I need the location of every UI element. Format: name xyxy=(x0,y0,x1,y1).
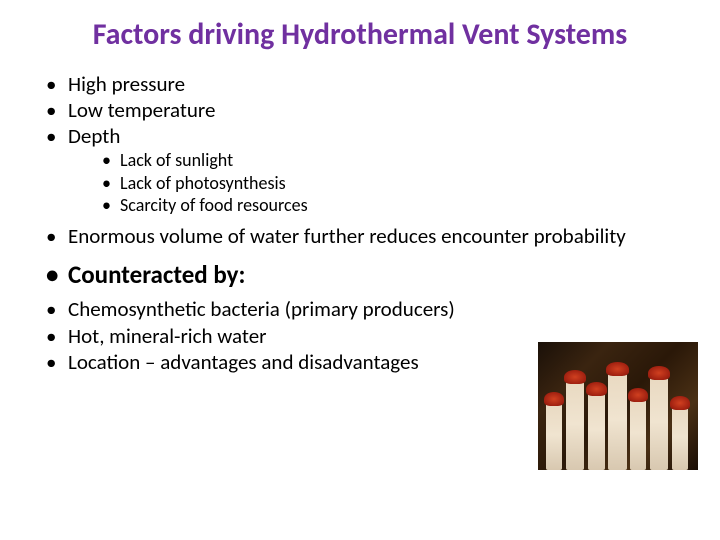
bullet-text: Lack of photosynthesis xyxy=(120,172,286,194)
tube-worms-image xyxy=(538,342,698,470)
sub-bullet-scarcity: Scarcity of food resources xyxy=(102,194,700,217)
tube-worm xyxy=(672,404,688,470)
bullet-text: Depth xyxy=(68,123,120,149)
tube-worm xyxy=(608,370,627,470)
bullet-high-pressure: High pressure xyxy=(46,71,700,97)
bullet-text: Counteracted by: xyxy=(68,259,245,290)
tube-worm xyxy=(630,396,646,470)
bullet-list-3: Counteracted by: xyxy=(20,259,700,290)
bullet-text: Lack of sunlight xyxy=(120,149,233,171)
sub-bullet-list: Lack of sunlight Lack of photosynthesis … xyxy=(68,149,700,217)
tube-worm xyxy=(650,374,668,470)
bullet-depth: Depth Lack of sunlight Lack of photosynt… xyxy=(46,123,700,217)
slide-container: Factors driving Hydrothermal Vent System… xyxy=(0,0,720,540)
bullet-text: Scarcity of food resources xyxy=(120,194,308,216)
tube-worm-plume xyxy=(628,388,648,402)
bullet-text: High pressure xyxy=(68,71,185,97)
bullet-text: Hot, mineral-rich water xyxy=(68,323,266,349)
bullet-list-2: Enormous volume of water further reduces… xyxy=(20,223,700,249)
tube-worm-plume xyxy=(648,366,670,380)
bullet-water-volume: Enormous volume of water further reduces… xyxy=(46,223,700,249)
bullet-chemosynthetic: Chemosynthetic bacteria (primary produce… xyxy=(46,296,700,322)
bullet-text: Location – advantages and disadvantages xyxy=(68,349,419,375)
tube-worm xyxy=(566,378,584,470)
bullet-text: Enormous volume of water further reduces… xyxy=(68,223,626,249)
tube-worm-plume xyxy=(606,362,629,376)
tube-worm-plume xyxy=(586,382,607,396)
slide-title: Factors driving Hydrothermal Vent System… xyxy=(70,18,650,53)
bullet-low-temperature: Low temperature xyxy=(46,97,700,123)
tube-worm xyxy=(588,390,605,470)
sub-bullet-sunlight: Lack of sunlight xyxy=(102,149,700,172)
tube-worm xyxy=(546,400,562,470)
tube-worm-plume xyxy=(564,370,586,384)
sub-bullet-photosynthesis: Lack of photosynthesis xyxy=(102,172,700,195)
bullet-counteracted: Counteracted by: xyxy=(46,259,700,290)
bullet-text: Low temperature xyxy=(68,97,215,123)
tube-worm-plume xyxy=(544,392,564,406)
tube-worm-plume xyxy=(670,396,690,410)
bullet-text: Chemosynthetic bacteria (primary produce… xyxy=(68,296,455,322)
spacer xyxy=(20,249,700,259)
bullet-list: High pressure Low temperature Depth Lack… xyxy=(20,71,700,217)
